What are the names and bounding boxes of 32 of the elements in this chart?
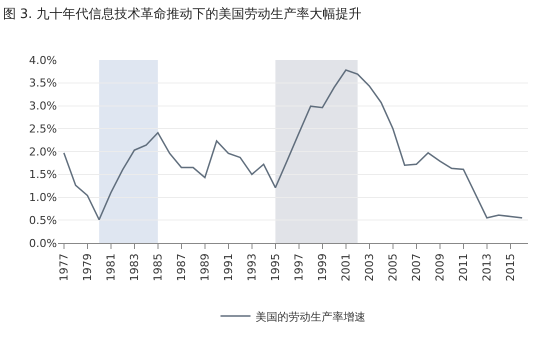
x-tick-label: 1981 (104, 253, 118, 282)
x-tick-label: 1999 (316, 253, 329, 282)
x-tick-label: 1995 (268, 253, 282, 282)
x-tick-label: 2005 (386, 253, 400, 282)
x-tick-label: 1997 (292, 253, 306, 282)
y-tick-label: 2.0% (29, 145, 57, 158)
chart-title: 图 3. 九十年代信息技术革命推动下的美国劳动生产率大幅提升 (2, 6, 362, 22)
x-tick-label: 2011 (456, 253, 470, 282)
x-tick-label: 2015 (504, 253, 517, 282)
x-tick-label: 1985 (151, 253, 164, 282)
x-tick-label: 1979 (80, 253, 94, 282)
line-series (63, 69, 523, 220)
x-tick-label: 1993 (245, 253, 258, 282)
x-tick-label: 2007 (410, 253, 423, 282)
y-tick-label: 0.0% (29, 236, 57, 250)
x-tick-label: 1977 (57, 253, 70, 282)
x-tick-label: 1987 (174, 253, 188, 282)
x-tick-label: 1991 (222, 253, 235, 282)
y-tick-label: 2.5% (29, 122, 57, 136)
y-tick-label: 3.0% (29, 100, 57, 113)
x-tick-label: 2013 (480, 253, 494, 282)
x-tick-label: 1989 (198, 253, 212, 282)
x-tick-label: 2001 (339, 253, 352, 282)
x-tick-label: 2003 (362, 253, 376, 282)
y-tick-label: 4.0% (29, 54, 57, 67)
y-tick-label: 3.5% (29, 76, 57, 90)
y-tick-label: 1.0% (29, 191, 57, 204)
legend-label: 美国的劳动生产率增速 (256, 310, 366, 324)
y-tick-label: 0.5% (29, 214, 57, 227)
x-tick-label: 2009 (433, 253, 446, 282)
y-tick-label: 1.5% (29, 168, 57, 182)
x-tick-label: 1983 (128, 253, 141, 282)
